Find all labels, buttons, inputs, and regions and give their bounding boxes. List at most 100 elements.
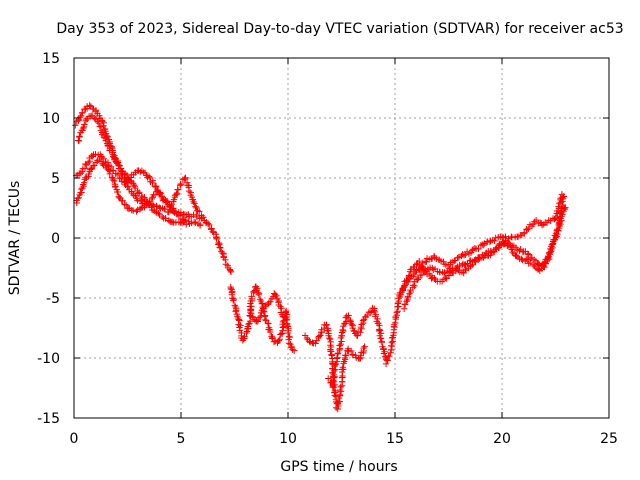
data-point [278,305,285,312]
data-point [273,292,280,300]
data-point [122,201,130,209]
data-point [145,173,153,180]
data-point [265,320,272,327]
data-point [81,121,88,128]
data-point [279,313,287,321]
data-point [524,250,532,257]
y-tick-label: -5 [46,291,60,307]
data-point [384,356,391,364]
data-point [176,212,184,219]
data-point [159,197,167,204]
data-point [183,221,190,228]
data-point [354,332,361,339]
data-point [227,268,235,276]
data-point [116,162,124,169]
data-point [558,191,566,198]
data-point [191,200,198,207]
data-point [230,295,238,303]
data-point [326,334,333,342]
data-point [546,249,553,256]
data-point [173,190,181,197]
data-point [276,336,283,343]
data-point [519,256,526,264]
x-tick-label: 0 [70,431,79,447]
data-point [358,321,365,328]
data-point [367,307,375,315]
data-point [178,219,186,227]
data-point [115,161,122,169]
data-point [491,237,498,245]
x-axis-label: GPS time / hours [280,459,397,475]
data-point [76,133,83,140]
data-point [312,340,319,347]
data-point [130,181,138,189]
data-point [377,335,385,342]
data-point [262,316,269,324]
data-point [382,353,389,360]
data-point [269,335,276,342]
data-point [257,312,264,320]
data-point [414,276,421,283]
data-point [227,285,235,292]
data-point [245,320,252,328]
data-point [81,179,88,186]
data-point [111,177,118,185]
data-point [525,251,532,258]
data-point [241,333,248,340]
data-point [471,244,479,252]
data-point [143,198,151,205]
data-point [138,192,145,200]
data-point [535,260,542,267]
data-point [466,257,473,265]
data-point [161,206,169,213]
data-point [147,201,155,208]
data-point [196,208,203,215]
data-point [409,282,417,289]
data-point [106,170,113,178]
y-tick-label: -10 [37,351,60,367]
y-tick-label: 0 [51,231,60,247]
data-point [192,203,199,210]
data-point [334,349,342,357]
data-point [85,159,92,166]
data-point [156,204,163,211]
data-point [231,302,239,309]
data-point [336,342,344,349]
data-point [227,267,234,274]
data-point [222,256,229,264]
data-point [162,198,170,206]
data-point [159,213,166,221]
data-point [236,324,243,331]
data-point [152,183,160,191]
y-tick-label: -15 [37,411,60,427]
data-point [155,189,163,197]
data-point [529,261,537,268]
data-point [338,338,345,345]
data-point [250,288,257,295]
data-point [289,346,296,353]
data-point [174,186,182,194]
data-point [213,235,220,243]
data-point [380,350,388,357]
data-point [333,355,341,362]
y-axis-label: SDTVAR / TECUs [7,181,23,296]
data-point [204,220,212,227]
data-point [79,109,86,116]
data-point [107,163,115,170]
data-point [535,265,542,273]
data-point [338,329,346,336]
chart-title: Day 353 of 2023, Sidereal Day-to-day VTE… [56,21,623,37]
data-point [513,252,520,260]
data-point [556,200,563,207]
data-point [219,249,226,257]
data-point [315,333,323,340]
data-point [270,338,278,345]
data-point [133,208,140,215]
data-point [230,297,237,304]
data-point [440,276,448,283]
data-point [153,203,161,210]
data-point [176,182,184,189]
data-point [392,319,399,327]
data-point [153,202,160,210]
